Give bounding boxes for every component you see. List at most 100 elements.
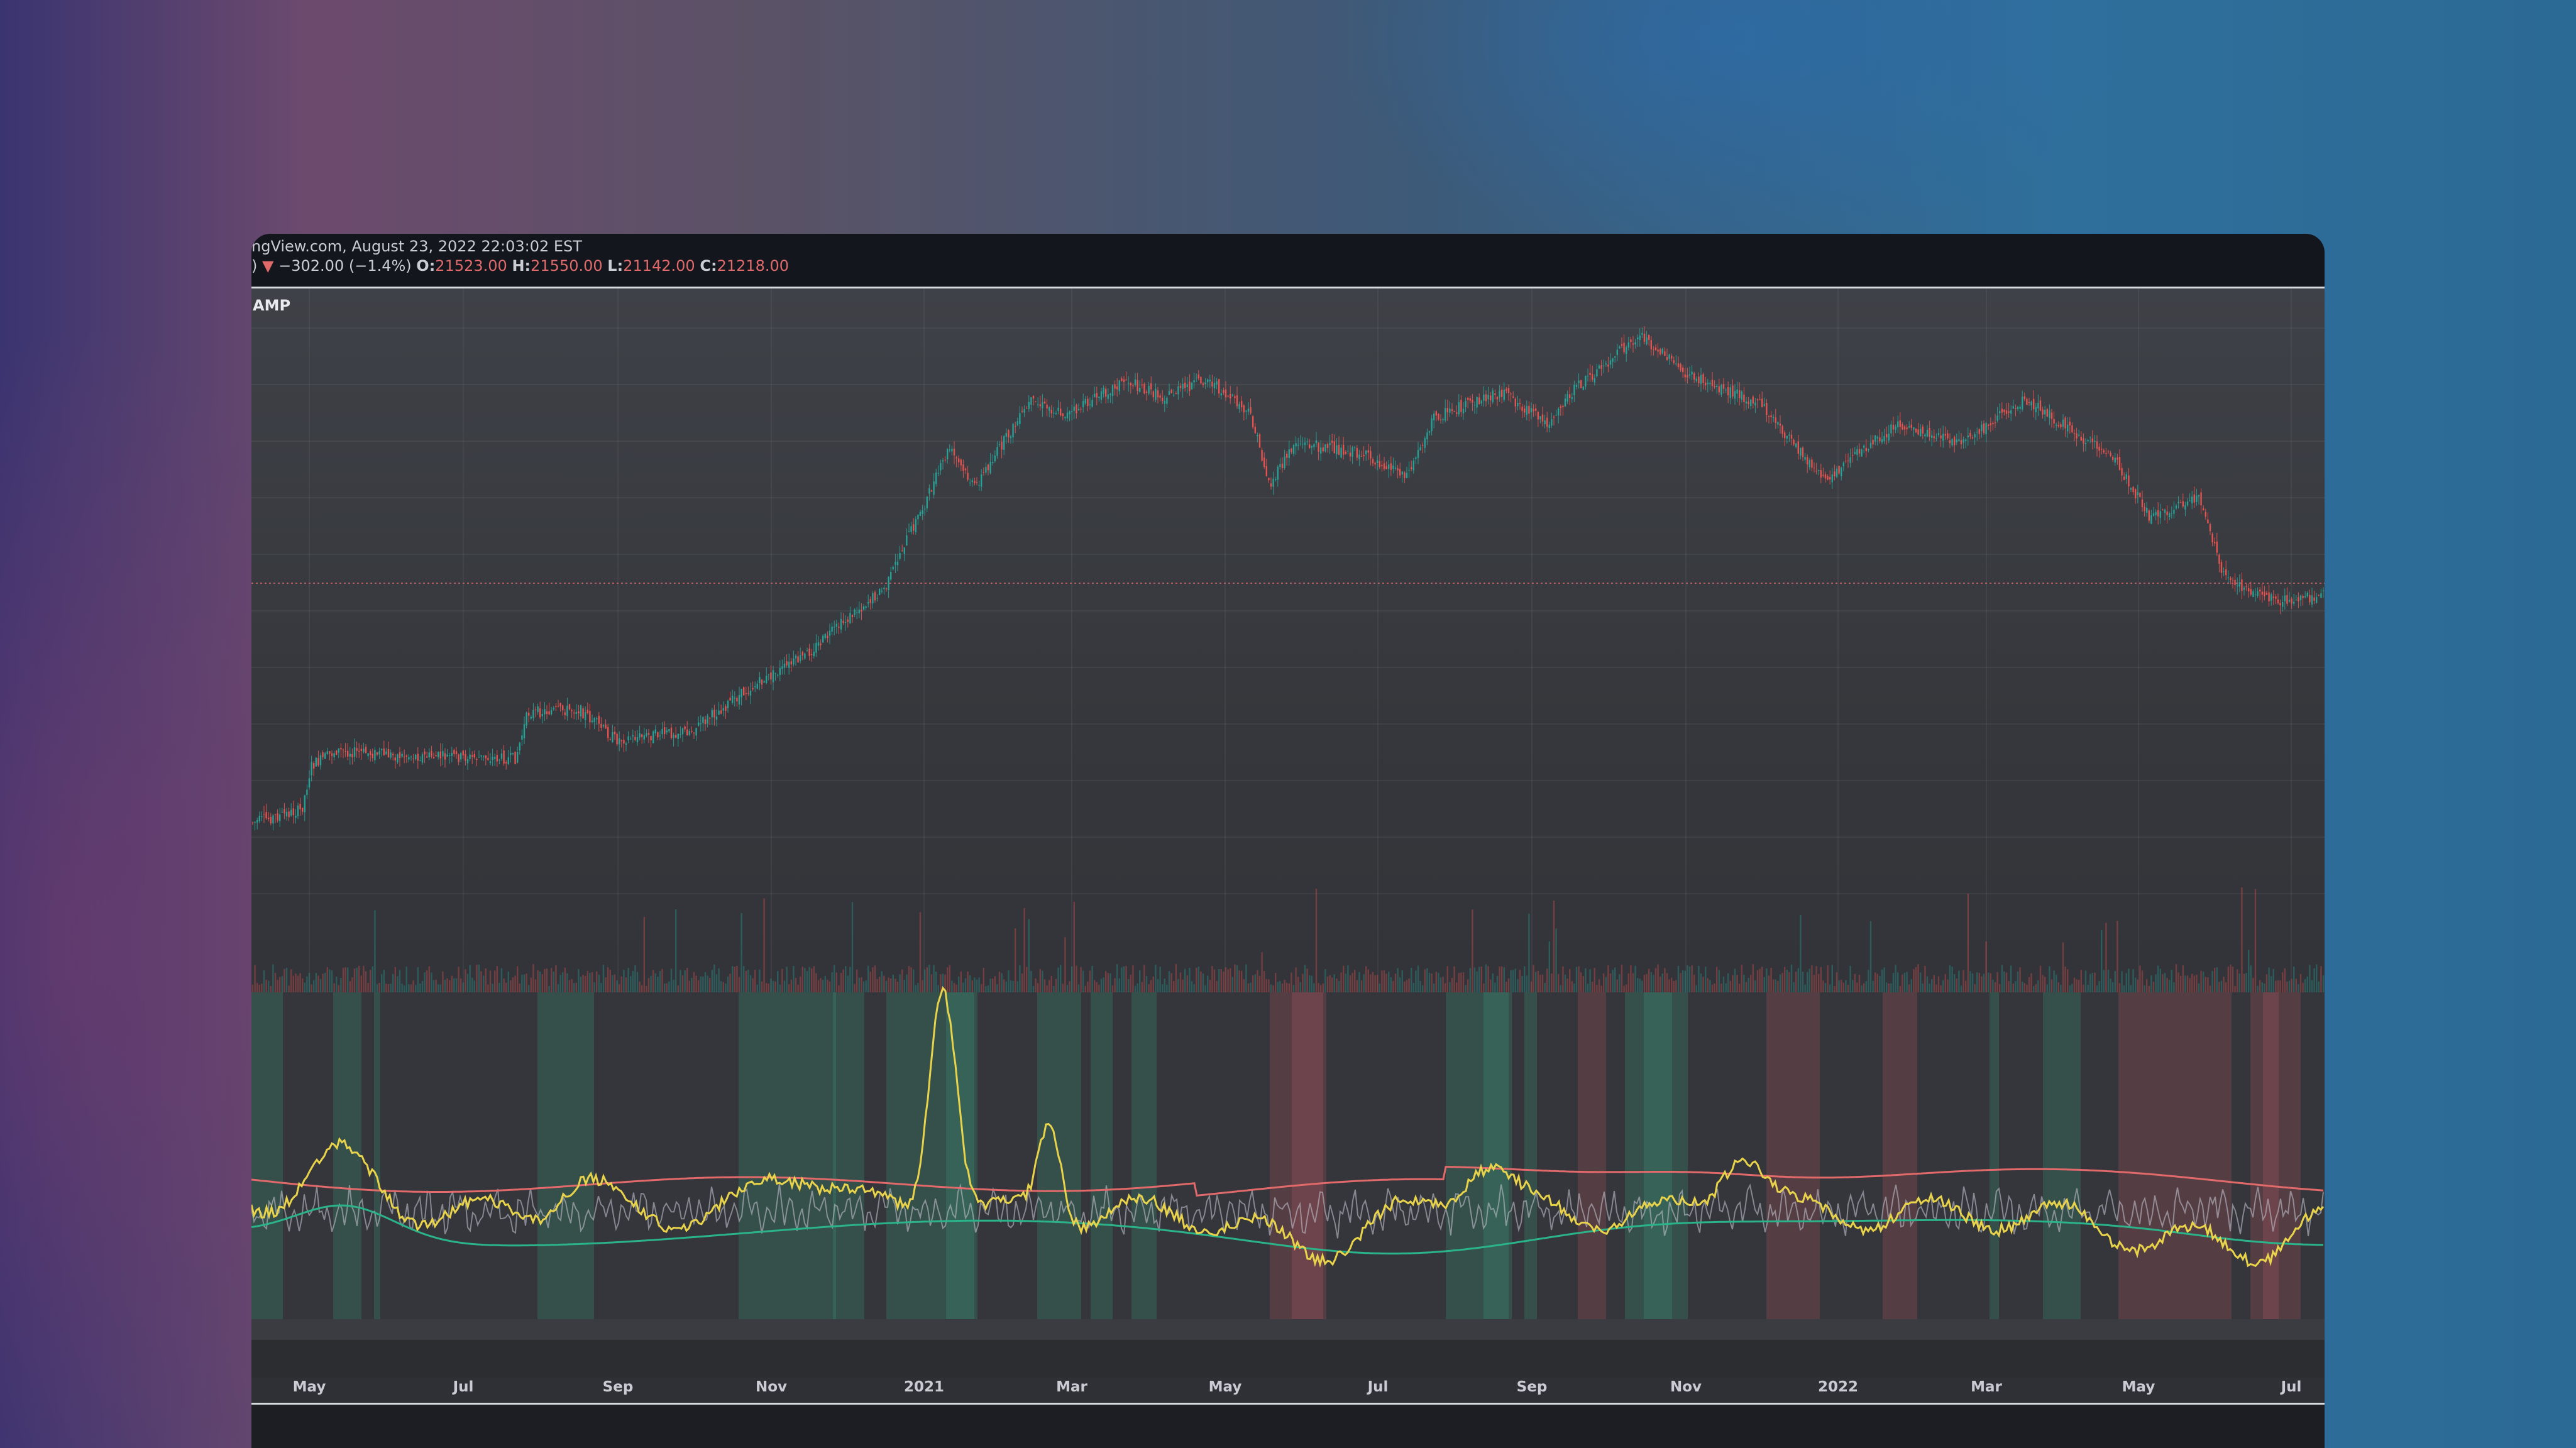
volume-bar xyxy=(2089,974,2091,992)
volume-bar xyxy=(496,966,498,992)
candle-body xyxy=(1664,351,1666,356)
candle-body xyxy=(1524,408,1526,413)
volume-bar xyxy=(908,966,910,992)
volume-bar xyxy=(1318,983,1319,992)
volume-bar xyxy=(2207,977,2209,992)
volume-bar xyxy=(933,965,935,992)
candle-body xyxy=(793,658,795,665)
candle-body xyxy=(1899,420,1901,427)
candle-body xyxy=(1535,408,1537,411)
volume-bar xyxy=(1616,979,1618,992)
candle-body xyxy=(1754,402,1756,406)
volume-bar xyxy=(254,965,256,992)
volume-bar xyxy=(596,971,598,992)
candle-body xyxy=(1648,335,1650,340)
axis-tick-label: Sep xyxy=(1516,1379,1548,1395)
candle-body xyxy=(2284,595,2286,601)
volume-bar xyxy=(1173,981,1175,992)
volume-bar xyxy=(2279,980,2281,992)
candle-body xyxy=(2123,476,2125,480)
candle-body xyxy=(500,754,503,759)
volume-bar xyxy=(1211,966,1213,992)
candle-body xyxy=(2003,409,2005,412)
candle-body xyxy=(2306,593,2308,596)
volume-bar xyxy=(1388,972,1390,992)
candle-body xyxy=(1460,400,1462,412)
volume-bar xyxy=(797,984,799,992)
volume-bar xyxy=(1999,984,2001,992)
candle-body xyxy=(435,755,437,757)
volume-bar xyxy=(915,985,916,992)
volume-bar xyxy=(1066,985,1069,992)
bullish-band xyxy=(833,992,864,1319)
candle-body xyxy=(1892,425,1895,430)
candle-body xyxy=(2008,411,2010,413)
candle-body xyxy=(453,750,455,754)
volume-bar xyxy=(1408,978,1410,992)
volume-bar xyxy=(849,967,851,992)
candle-body xyxy=(2094,441,2096,442)
candle-body xyxy=(586,710,588,713)
candle-body xyxy=(2164,509,2166,513)
candle-body xyxy=(1729,387,1731,398)
candle-body xyxy=(1971,437,1974,439)
candle-body xyxy=(537,706,539,713)
candle-body xyxy=(329,751,331,754)
candle-body xyxy=(772,670,774,683)
candle-body xyxy=(1913,427,1915,430)
volume-bar xyxy=(661,968,663,992)
candle-body xyxy=(1365,450,1367,454)
volume-bar xyxy=(2225,982,2227,992)
candle-body xyxy=(955,457,957,459)
volume-bar xyxy=(1978,972,1980,992)
volume-bar xyxy=(2152,982,2155,992)
candle-body xyxy=(2159,511,2161,518)
candle-body xyxy=(840,618,842,630)
volume-bar xyxy=(1216,980,1218,992)
volume-bar xyxy=(455,978,458,992)
candle-body xyxy=(779,667,781,675)
volume-bar xyxy=(795,978,797,992)
candle-body xyxy=(869,599,871,603)
volume-bar xyxy=(471,977,473,992)
candle-body xyxy=(1512,396,1514,398)
volume-bar xyxy=(1419,980,1421,992)
volume-bar xyxy=(1329,975,1331,992)
candle-body xyxy=(1349,452,1351,457)
volume-bar xyxy=(774,981,776,992)
candle-body xyxy=(1494,393,1496,395)
candle-body xyxy=(2139,492,2141,497)
candle-body xyxy=(2118,456,2121,470)
candle-body xyxy=(1480,400,1482,403)
volume-bar xyxy=(896,982,899,992)
volume-bar xyxy=(1716,967,1718,992)
candle-body xyxy=(2080,437,2082,441)
volume-bar xyxy=(478,964,480,992)
candle-body xyxy=(2257,591,2259,596)
candle-body xyxy=(1761,398,1763,407)
volume-bar xyxy=(1626,984,1627,992)
candle-body xyxy=(1050,410,1052,414)
volume-bar xyxy=(1121,967,1123,992)
volume-bar xyxy=(1372,972,1374,992)
chart-plot[interactable] xyxy=(251,234,2325,1340)
candle-body xyxy=(602,725,605,727)
candle-body xyxy=(2182,501,2184,507)
time-axis[interactable] xyxy=(251,1340,2325,1378)
volume-bar xyxy=(1431,974,1433,992)
candle-body xyxy=(274,814,277,815)
volume-bar xyxy=(1605,977,1607,992)
volume-bar xyxy=(1374,975,1376,992)
candle-body xyxy=(405,755,407,757)
candle-body xyxy=(438,752,439,757)
volume-bar xyxy=(363,965,365,992)
candle-body xyxy=(2298,597,2299,601)
candle-body xyxy=(2238,582,2240,587)
candle-body xyxy=(1145,392,1148,393)
candle-body xyxy=(680,734,681,735)
candle-body xyxy=(1336,445,1338,454)
candle-body xyxy=(446,754,448,757)
candle-body xyxy=(1445,408,1446,421)
volume-bar xyxy=(1598,979,1600,992)
candle-body xyxy=(1908,426,1910,428)
